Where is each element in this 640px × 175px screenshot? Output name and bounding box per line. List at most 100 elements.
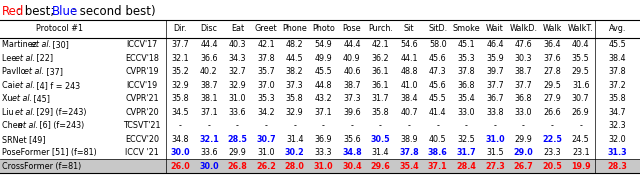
- Text: [4] f = 243: [4] f = 243: [34, 81, 80, 90]
- Text: [30]: [30]: [50, 40, 69, 49]
- Text: 37.7: 37.7: [486, 81, 504, 90]
- Text: 37.1: 37.1: [314, 108, 332, 117]
- Text: Purch.: Purch.: [368, 25, 393, 33]
- Text: 38.1: 38.1: [200, 94, 218, 103]
- Text: 28.5: 28.5: [228, 135, 248, 144]
- Text: 30.0: 30.0: [199, 162, 219, 171]
- Text: 30.2: 30.2: [285, 148, 305, 157]
- Text: 37.6: 37.6: [543, 54, 561, 63]
- Text: 31.7: 31.7: [372, 94, 389, 103]
- Text: 31.0: 31.0: [314, 162, 333, 171]
- Text: 26.0: 26.0: [170, 162, 190, 171]
- Text: CVPR'20: CVPR'20: [125, 108, 159, 117]
- Text: 32.0: 32.0: [609, 135, 627, 144]
- Text: 37.8: 37.8: [257, 54, 275, 63]
- Text: Liu: Liu: [2, 108, 16, 117]
- Text: 29.5: 29.5: [543, 81, 561, 90]
- Text: 36.8: 36.8: [515, 94, 532, 103]
- Text: Eat: Eat: [231, 25, 244, 33]
- Text: et al.: et al.: [24, 67, 45, 76]
- Text: 47.3: 47.3: [429, 67, 447, 76]
- Text: -: -: [408, 121, 410, 130]
- Text: 44.4: 44.4: [200, 40, 218, 49]
- Text: 37.1: 37.1: [428, 162, 447, 171]
- Text: 44.8: 44.8: [314, 81, 332, 90]
- Text: 30.5: 30.5: [371, 135, 390, 144]
- Text: 35.4: 35.4: [458, 94, 475, 103]
- Text: 31.5: 31.5: [486, 148, 504, 157]
- Text: 30.7: 30.7: [256, 135, 276, 144]
- Text: 48.2: 48.2: [286, 40, 303, 49]
- Text: [37]: [37]: [44, 67, 63, 76]
- Text: : second best): : second best): [72, 5, 156, 18]
- Text: 34.5: 34.5: [172, 108, 189, 117]
- Text: Greet: Greet: [255, 25, 277, 33]
- Text: Chen: Chen: [2, 121, 25, 130]
- Text: CVPR'19: CVPR'19: [125, 67, 159, 76]
- Text: 28.0: 28.0: [285, 162, 305, 171]
- Text: 40.5: 40.5: [429, 135, 447, 144]
- Text: -: -: [207, 121, 211, 130]
- Text: 24.5: 24.5: [572, 135, 589, 144]
- Text: Red: Red: [2, 5, 24, 18]
- Text: 43.2: 43.2: [314, 94, 332, 103]
- Text: 32.3: 32.3: [609, 121, 627, 130]
- Text: 29.9: 29.9: [515, 135, 532, 144]
- Text: ICCV'19: ICCV'19: [126, 81, 157, 90]
- Text: 26.9: 26.9: [572, 108, 589, 117]
- Text: CrossFormer (f=81): CrossFormer (f=81): [2, 162, 81, 171]
- Text: 36.8: 36.8: [458, 81, 475, 90]
- Text: 45.5: 45.5: [314, 67, 332, 76]
- Text: 37.1: 37.1: [200, 108, 218, 117]
- Text: 38.9: 38.9: [400, 135, 418, 144]
- Text: -: -: [436, 121, 439, 130]
- Text: ECCV'18: ECCV'18: [125, 54, 159, 63]
- Text: 40.6: 40.6: [343, 67, 361, 76]
- Text: -: -: [293, 121, 296, 130]
- Text: TCSVT'21: TCSVT'21: [124, 121, 161, 130]
- Text: 35.3: 35.3: [458, 54, 475, 63]
- Text: et al.: et al.: [15, 54, 35, 63]
- Text: 34.3: 34.3: [228, 54, 246, 63]
- Text: 30.0: 30.0: [170, 148, 190, 157]
- Text: 30.3: 30.3: [515, 54, 532, 63]
- Text: 29.0: 29.0: [514, 148, 533, 157]
- Text: 33.6: 33.6: [228, 108, 246, 117]
- Text: 35.7: 35.7: [257, 67, 275, 76]
- Text: 32.7: 32.7: [228, 67, 246, 76]
- Text: 30.4: 30.4: [342, 162, 362, 171]
- Text: WalkD.: WalkD.: [509, 25, 538, 33]
- Text: 37.7: 37.7: [172, 40, 189, 49]
- Text: 37.3: 37.3: [343, 94, 361, 103]
- Text: 35.8: 35.8: [609, 94, 627, 103]
- Text: Pavllo: Pavllo: [2, 67, 28, 76]
- Text: 45.5: 45.5: [609, 40, 627, 49]
- Text: 35.2: 35.2: [172, 67, 189, 76]
- Text: 45.6: 45.6: [429, 54, 447, 63]
- Text: 42.1: 42.1: [372, 40, 389, 49]
- Text: 26.8: 26.8: [228, 162, 248, 171]
- Text: 31.7: 31.7: [456, 148, 476, 157]
- Text: Photo: Photo: [312, 25, 335, 33]
- Text: 32.9: 32.9: [172, 81, 189, 90]
- Text: 34.7: 34.7: [609, 108, 627, 117]
- Text: 45.6: 45.6: [429, 81, 447, 90]
- Text: 39.7: 39.7: [486, 67, 504, 76]
- Text: 35.3: 35.3: [257, 94, 275, 103]
- Text: -: -: [179, 121, 182, 130]
- Text: Phone: Phone: [282, 25, 307, 33]
- Text: Dir.: Dir.: [173, 25, 187, 33]
- Text: : best;: : best;: [17, 5, 58, 18]
- Text: -: -: [265, 121, 268, 130]
- Text: -: -: [522, 121, 525, 130]
- Text: 39.6: 39.6: [343, 108, 361, 117]
- Text: et al.: et al.: [18, 121, 38, 130]
- Text: 32.5: 32.5: [458, 135, 475, 144]
- Text: 35.8: 35.8: [172, 94, 189, 103]
- Text: CVPR'21: CVPR'21: [125, 94, 159, 103]
- Text: 37.8: 37.8: [458, 67, 475, 76]
- Text: 36.9: 36.9: [314, 135, 332, 144]
- Text: ECCV'20: ECCV'20: [125, 135, 159, 144]
- Text: 37.8: 37.8: [609, 67, 627, 76]
- Text: 35.8: 35.8: [372, 108, 389, 117]
